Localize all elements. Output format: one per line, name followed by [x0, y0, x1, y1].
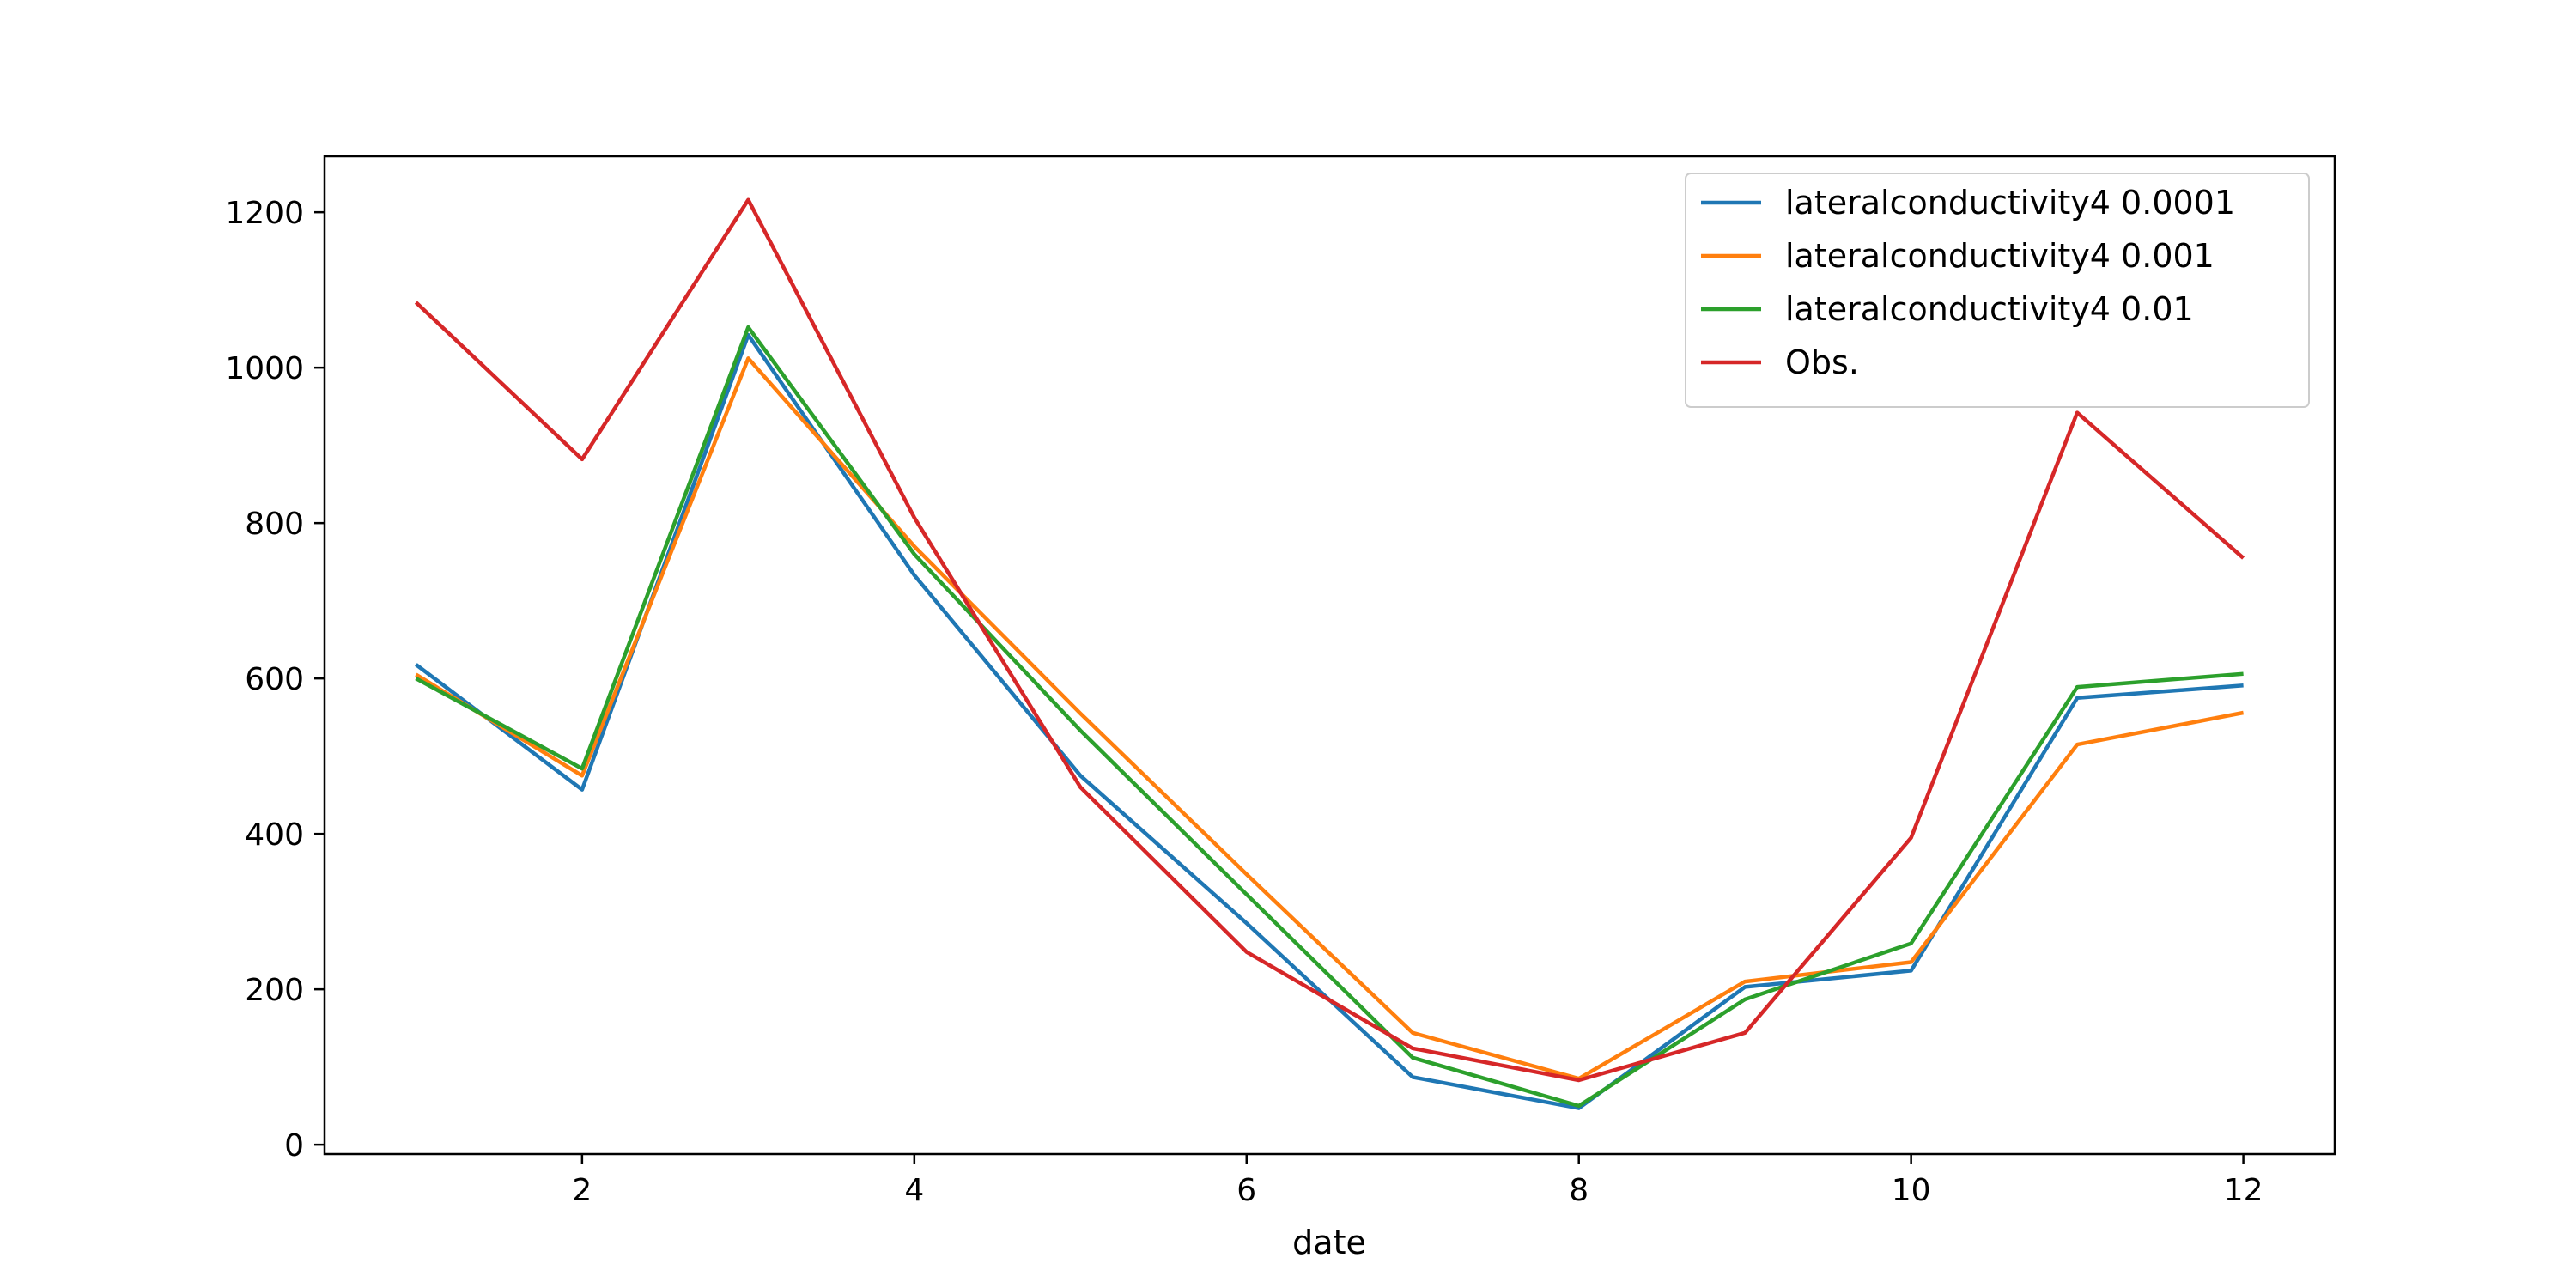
y-tick-label: 400 [245, 817, 304, 853]
x-tick-label: 6 [1236, 1173, 1256, 1208]
y-tick-label: 1200 [225, 196, 304, 231]
y-tick-label: 600 [245, 662, 304, 697]
legend-label-4: Obs. [1785, 343, 1859, 381]
y-tick-label: 1000 [225, 351, 304, 386]
legend-box [1685, 173, 2310, 408]
series-layer [414, 197, 2245, 1110]
series-line-2 [415, 356, 2245, 1081]
y-tick-label: 800 [245, 507, 304, 542]
y-axis: 0 200 400 600 800 1000 1200 [225, 196, 325, 1163]
plot-frame [323, 155, 2336, 1156]
x-axis-label: date [1292, 1224, 1366, 1261]
y-tick-label: 0 [284, 1128, 304, 1163]
legend-label-1: lateralconductivity4 0.0001 [1785, 184, 2235, 222]
legend-label-2: lateralconductivity4 0.001 [1785, 237, 2215, 275]
x-tick-label: 4 [904, 1173, 924, 1208]
x-tick-label: 2 [572, 1173, 592, 1208]
x-axis: 2 4 6 8 10 12 [572, 1154, 2263, 1208]
legend: lateralconductivity4 0.0001 lateralconduc… [1685, 173, 2310, 408]
x-tick-label: 8 [1569, 1173, 1589, 1208]
x-tick-label: 12 [2224, 1173, 2263, 1208]
legend-label-3: lateralconductivity4 0.01 [1785, 290, 2194, 328]
x-tick-label: 10 [1892, 1173, 1931, 1208]
series-line-4 [414, 197, 2245, 1083]
series-line-3 [415, 325, 2244, 1109]
y-tick-label: 200 [245, 973, 304, 1008]
